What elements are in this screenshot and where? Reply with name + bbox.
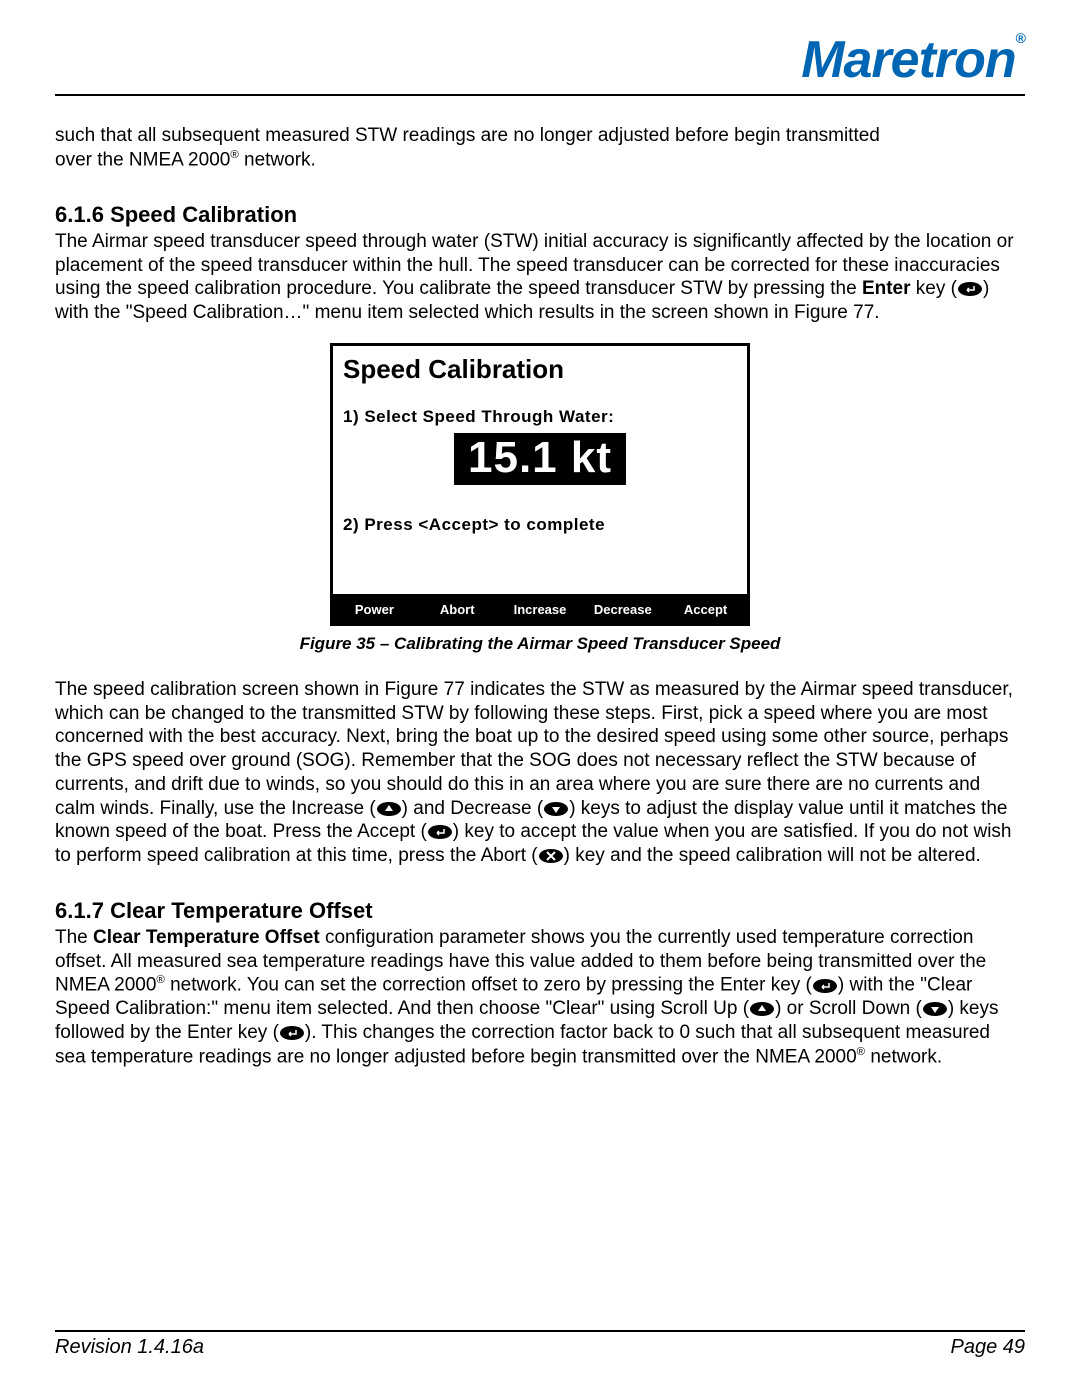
device-step2: 2) Press <Accept> to complete	[343, 515, 737, 535]
intro-line2-post: network.	[239, 149, 316, 170]
section-number: 6.1.6	[55, 202, 104, 227]
figure-caption: Figure 35 – Calibrating the Airmar Speed…	[55, 634, 1025, 654]
section-heading-617: 6.1.7 Clear Temperature Offset	[55, 898, 1025, 924]
page-footer: Revision 1.4.16a Page 49	[55, 1330, 1025, 1359]
device-value-wrap: 15.1 kt	[343, 433, 737, 485]
device-btn-abort: Abort	[416, 596, 499, 623]
section-number: 6.1.7	[55, 898, 104, 923]
section-heading-616: 6.1.6 Speed Calibration	[55, 202, 1025, 228]
footer-revision: Revision 1.4.16a	[55, 1336, 204, 1359]
intro-paragraph: such that all subsequent measured STW re…	[55, 124, 1025, 172]
down-key-icon	[922, 1001, 948, 1017]
header-divider	[55, 94, 1025, 96]
section-617-body: The Clear Temperature Offset configurati…	[55, 926, 1025, 1069]
device-btn-power: Power	[333, 596, 416, 623]
enter-key-icon	[812, 978, 838, 994]
up-key-icon	[749, 1001, 775, 1017]
device-btn-accept: Accept	[664, 596, 747, 623]
intro-line1: such that all subsequent measured STW re…	[55, 125, 880, 146]
intro-line2-pre: over the NMEA 2000	[55, 149, 230, 170]
enter-key-icon	[957, 281, 983, 297]
figure-35: Speed Calibration 1) Select Speed Throug…	[55, 343, 1025, 654]
footer-page: Page 49	[950, 1336, 1025, 1359]
device-button-row: Power Abort Increase Decrease Accept	[333, 594, 747, 623]
device-value: 15.1 kt	[454, 433, 626, 485]
section-title: Clear Temperature Offset	[110, 898, 372, 923]
enter-key-icon	[279, 1025, 305, 1041]
device-step1: 1) Select Speed Through Water:	[343, 407, 737, 427]
brand-logo: Maretron®	[55, 30, 1025, 90]
up-key-icon	[376, 801, 402, 817]
device-btn-decrease: Decrease	[581, 596, 664, 623]
section-title: Speed Calibration	[110, 202, 297, 227]
down-key-icon	[543, 801, 569, 817]
enter-key-icon	[427, 824, 453, 840]
device-screen: Speed Calibration 1) Select Speed Throug…	[330, 343, 750, 626]
section-616-body: The Airmar speed transducer speed throug…	[55, 230, 1025, 325]
device-title: Speed Calibration	[343, 354, 737, 385]
x-key-icon	[538, 848, 564, 864]
device-btn-increase: Increase	[499, 596, 582, 623]
para-after-figure: The speed calibration screen shown in Fi…	[55, 678, 1025, 868]
